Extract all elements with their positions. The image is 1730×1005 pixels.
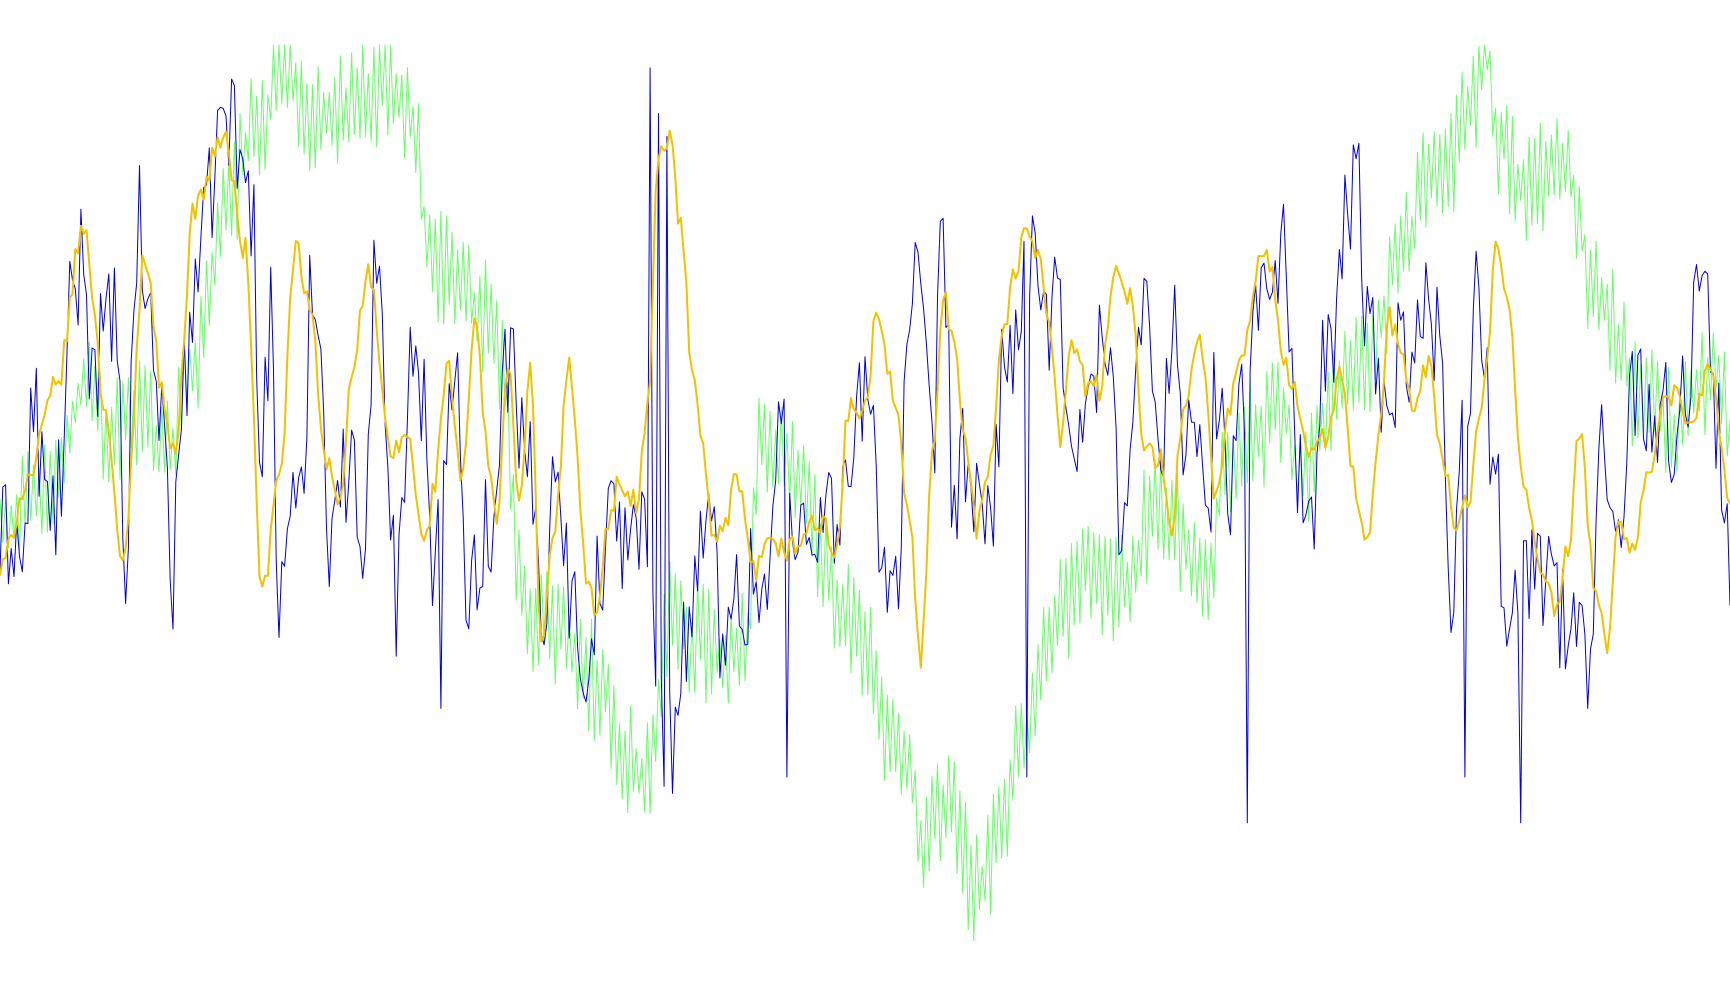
- series-line-2: [0, 67, 1730, 824]
- series-line-3: [0, 129, 1730, 669]
- series-line-1: [0, 44, 1730, 941]
- series-layer: [0, 44, 1730, 941]
